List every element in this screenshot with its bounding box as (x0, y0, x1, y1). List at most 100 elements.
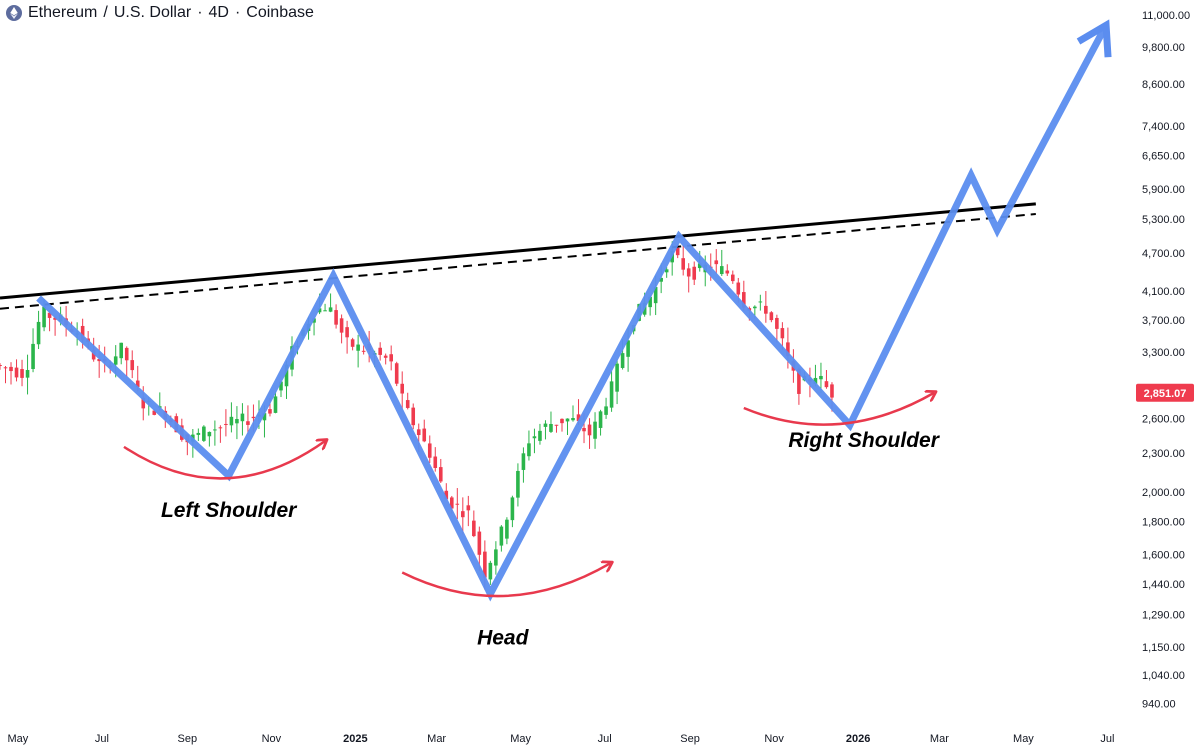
candle-body (213, 429, 217, 431)
candle-body (505, 519, 509, 539)
candle-body (246, 421, 250, 425)
candle-body (345, 327, 349, 338)
candle-body (113, 356, 118, 365)
candle-body (235, 419, 239, 424)
candle-body (653, 287, 658, 304)
x-tick-label: Sep (680, 733, 700, 745)
x-tick-label: May (1013, 733, 1034, 745)
x-tick-label: Nov (764, 733, 784, 745)
candle-body (598, 411, 603, 428)
candle-body (444, 490, 449, 500)
y-tick-label: 7,400.00 (1142, 121, 1185, 133)
y-tick-label: 6,650.00 (1142, 151, 1185, 163)
candle-body (284, 364, 289, 387)
candle-body (207, 431, 212, 437)
candle-body (389, 354, 393, 362)
candle-body (664, 269, 669, 273)
candle-body (499, 526, 504, 546)
candle-body (438, 467, 443, 482)
candle-body (273, 396, 278, 413)
header-dot-2: · (234, 4, 241, 21)
candle-body (521, 453, 526, 470)
candle-body (0, 365, 2, 367)
exchange-name: Coinbase (246, 4, 314, 21)
header-dot-1: · (197, 4, 203, 21)
candle-body (218, 427, 223, 429)
candle-body (719, 266, 724, 275)
candle-body (31, 343, 35, 370)
candle-body (615, 363, 619, 392)
interval: 4D (208, 4, 229, 21)
candle-body (152, 410, 157, 415)
candle-body (141, 397, 146, 409)
quote-currency: U.S. Dollar (113, 4, 192, 21)
candle-body (229, 416, 234, 426)
x-tick-label: 2025 (343, 733, 367, 745)
candle-body (483, 551, 487, 578)
curved-arrow (743, 393, 934, 426)
y-tick-label: 2,300.00 (1142, 448, 1185, 460)
y-tick-label: 940.00 (1142, 698, 1176, 710)
candle-body (813, 377, 818, 384)
candle-body (516, 470, 520, 498)
candle-body (356, 344, 360, 351)
x-tick-label: Mar (427, 733, 446, 745)
candle-body (449, 497, 454, 509)
candle-body (97, 358, 101, 362)
candle-body (196, 432, 201, 435)
y-tick-label: 1,040.00 (1142, 670, 1185, 682)
y-tick-label: 1,800.00 (1142, 517, 1185, 529)
candle-body (582, 428, 586, 432)
candle-body (494, 549, 498, 566)
candle-body (472, 520, 476, 537)
x-tick-label: Sep (178, 733, 198, 745)
candle-body (350, 339, 355, 347)
candle-body (455, 503, 460, 505)
candle-body (730, 274, 735, 282)
y-tick-label: 5,900.00 (1142, 184, 1185, 196)
candle-body (488, 562, 493, 580)
chart-header: Ethereum / U.S. Dollar · 4D · Coinbase (6, 2, 314, 24)
candle-body (477, 531, 482, 555)
x-tick-label: May (8, 733, 29, 745)
candle-body (130, 360, 135, 371)
candle-body (819, 375, 823, 380)
candle-body (328, 307, 333, 312)
y-tick-label: 3,700.00 (1142, 315, 1185, 327)
candle-body (736, 282, 741, 295)
y-tick-label: 2,600.00 (1142, 414, 1185, 426)
curved-arrow (401, 563, 610, 598)
candle-body (753, 306, 757, 309)
x-tick-label: Jul (1100, 733, 1114, 745)
current-price-label: 2,851.07 (1144, 388, 1187, 400)
candle-body (433, 456, 438, 468)
candle-body (135, 380, 140, 387)
candle-body (626, 340, 630, 357)
candle-body (14, 367, 19, 378)
candle-body (775, 317, 779, 329)
y-tick-label: 3,300.00 (1142, 347, 1185, 359)
candle-body (268, 409, 272, 414)
breakout-arrowhead (1076, 19, 1112, 58)
x-tick-label: Nov (262, 733, 282, 745)
y-tick-label: 4,700.00 (1142, 248, 1185, 260)
current-price-tag (1136, 383, 1194, 402)
candle-body (42, 306, 46, 328)
candle-body (378, 347, 382, 355)
candle-body (202, 426, 206, 441)
x-tick-label: Mar (930, 733, 949, 745)
x-tick-label: Jul (598, 733, 612, 745)
candle-body (224, 423, 228, 425)
candle-body (532, 436, 537, 439)
candle-body (422, 428, 427, 442)
candle-body (36, 321, 41, 345)
candle-body (549, 423, 553, 432)
y-tick-label: 1,150.00 (1142, 642, 1185, 654)
pattern-line (36, 23, 1110, 602)
candle-body (124, 347, 129, 361)
candle-body (262, 413, 267, 421)
candle-body (251, 416, 256, 419)
candle-body (786, 342, 790, 357)
candle-body (686, 268, 691, 277)
